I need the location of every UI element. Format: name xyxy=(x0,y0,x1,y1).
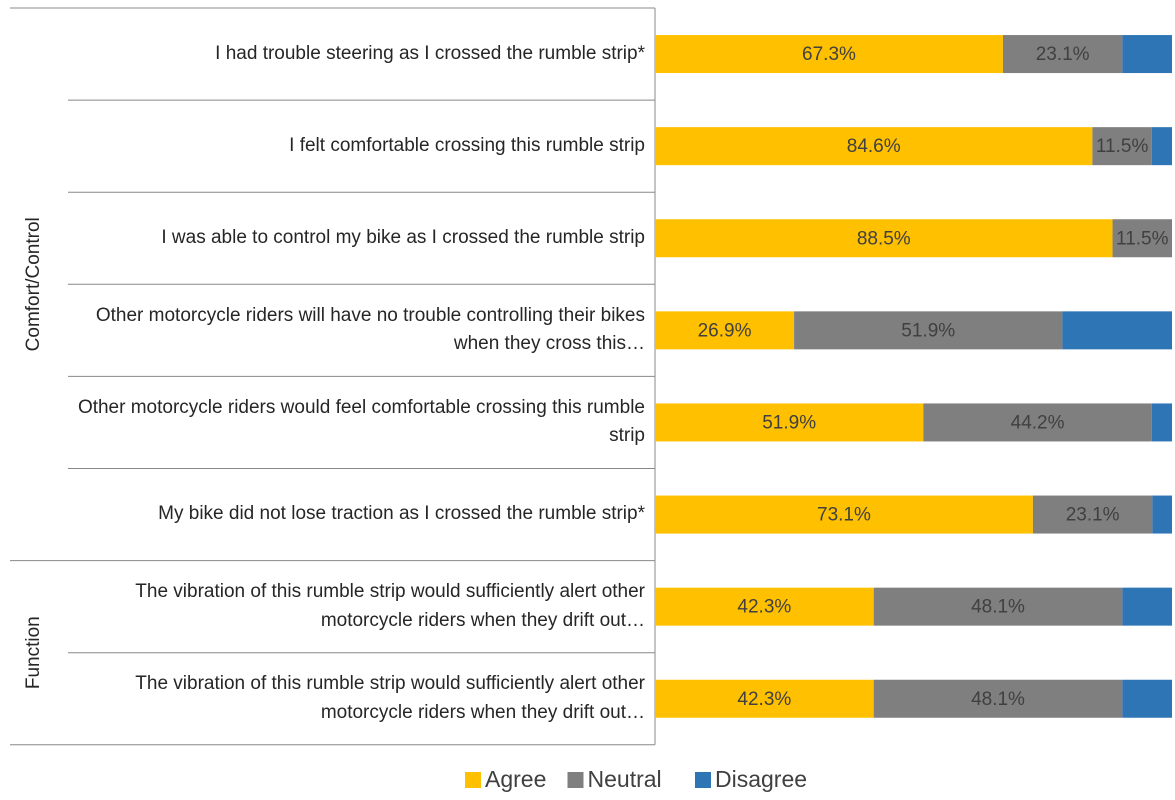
legend-swatch xyxy=(567,772,584,788)
bar-segment xyxy=(794,311,1063,350)
legend-swatch xyxy=(465,772,481,788)
bar-segment xyxy=(655,311,795,350)
value-label: 51.9% xyxy=(762,412,816,433)
value-label: 44.2% xyxy=(1011,412,1065,433)
value-label: 48.1% xyxy=(971,689,1025,710)
bar-segment xyxy=(1092,127,1152,166)
value-label: 42.3% xyxy=(737,689,791,710)
value-label: 11.5% xyxy=(1096,136,1149,157)
bar-segment xyxy=(1032,495,1153,534)
bar-segment xyxy=(655,587,874,626)
value-label: 11.5% xyxy=(1116,228,1169,249)
value-label: 51.9% xyxy=(901,320,955,341)
bar-segment xyxy=(655,495,1033,534)
category-label: The vibration of this rumble strip would… xyxy=(135,673,645,723)
value-label: 26.9% xyxy=(698,320,752,341)
bar-segment xyxy=(873,679,1123,718)
value-label: 42.3% xyxy=(737,597,791,618)
bar-segment xyxy=(655,219,1113,258)
bar-segment xyxy=(1122,587,1172,626)
bar-segment xyxy=(655,127,1093,166)
bar-segment xyxy=(655,35,1003,74)
bar-segment xyxy=(1122,35,1172,74)
bar-segment xyxy=(1122,679,1172,718)
category-label: Other motorcycle riders would feel comfo… xyxy=(77,396,645,447)
category-label: Other motorcycle riders will have no tro… xyxy=(95,304,645,355)
legend-label: Disagree xyxy=(715,766,807,792)
bar-segment xyxy=(873,587,1123,626)
category-label: I was able to control my bike as I cross… xyxy=(161,226,645,248)
value-label: 23.1% xyxy=(1066,505,1120,526)
value-label: 88.5% xyxy=(857,228,911,249)
value-label: 23.1% xyxy=(1036,44,1090,65)
value-label: 48.1% xyxy=(971,597,1025,618)
bar-segment xyxy=(1151,127,1172,166)
category-label: I felt comfortable crossing this rumble … xyxy=(289,134,645,156)
group-label: Function xyxy=(23,616,44,689)
bar-segment xyxy=(1002,35,1123,74)
value-label: 73.1% xyxy=(817,505,871,526)
value-label: 84.6% xyxy=(847,136,901,157)
bar-segment xyxy=(923,403,1152,442)
legend-swatch xyxy=(695,772,711,788)
group-label: Comfort/Control xyxy=(23,217,44,351)
category-label: The vibration of this rumble strip would… xyxy=(135,581,645,631)
bar-segment xyxy=(655,679,874,718)
bar-segment xyxy=(1151,403,1172,442)
bar-segment xyxy=(1152,495,1172,534)
category-label: My bike did not lose traction as I cross… xyxy=(158,503,645,525)
legend-label: Agree xyxy=(485,766,546,792)
legend-label: Neutral xyxy=(588,766,662,792)
bar-segment xyxy=(1112,219,1172,258)
category-label: I had trouble steering as I crossed the … xyxy=(215,42,645,64)
bar-segment xyxy=(655,403,924,442)
value-label: 67.3% xyxy=(802,44,856,65)
bar-segment xyxy=(1062,311,1172,350)
